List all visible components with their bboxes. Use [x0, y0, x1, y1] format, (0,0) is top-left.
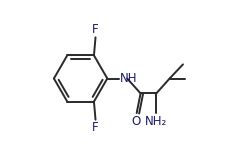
Text: F: F [92, 121, 99, 134]
Text: F: F [92, 23, 99, 36]
Text: NH₂: NH₂ [145, 115, 168, 128]
Text: O: O [131, 115, 140, 128]
Text: NH: NH [119, 72, 137, 85]
